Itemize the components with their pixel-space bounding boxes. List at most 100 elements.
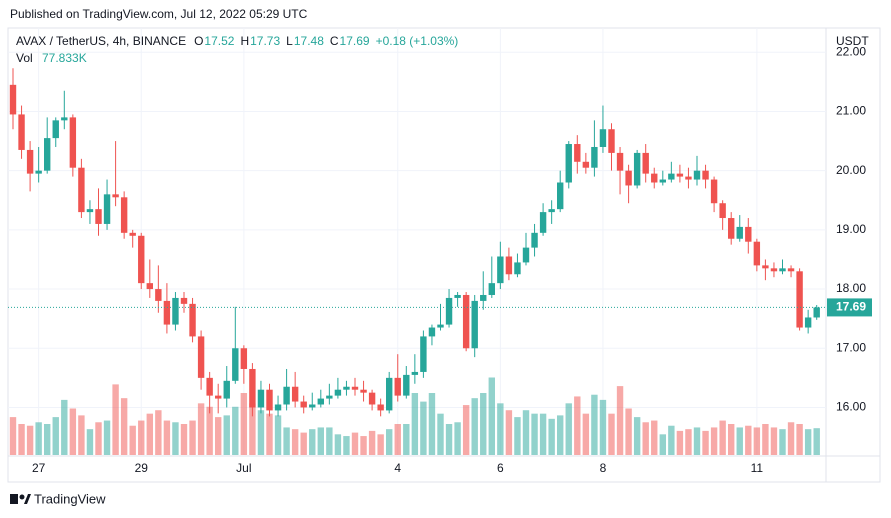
volume-bar bbox=[471, 398, 478, 455]
ohlc-label: O bbox=[194, 34, 203, 48]
candle-body bbox=[616, 152, 624, 171]
volume-bar bbox=[138, 420, 145, 455]
candle-body bbox=[403, 374, 410, 396]
volume-bar bbox=[232, 406, 239, 455]
volume-bar bbox=[377, 434, 384, 455]
logo-text: TradingView bbox=[34, 491, 106, 506]
volume-bar bbox=[582, 413, 590, 455]
candle-body bbox=[163, 300, 171, 325]
candle-body bbox=[787, 268, 795, 272]
legend: AVAX / TetherUS, 4h, BINANCE O 17.52 H 17.73… bbox=[16, 34, 458, 65]
volume-bar bbox=[44, 424, 51, 455]
candle-body bbox=[155, 289, 162, 301]
x-tick-label: 8 bbox=[600, 461, 607, 475]
y-tick-label: 20.00 bbox=[836, 163, 866, 177]
candle-body bbox=[249, 368, 256, 408]
volume-bar bbox=[480, 393, 487, 455]
candle-body bbox=[548, 209, 555, 213]
volume-bar bbox=[197, 403, 205, 455]
y-tick-label: 16.00 bbox=[836, 400, 866, 414]
candle-body bbox=[497, 256, 504, 284]
candle-body bbox=[189, 303, 196, 337]
candle-body bbox=[232, 348, 239, 381]
candle-body bbox=[693, 170, 701, 180]
volume-bar bbox=[676, 430, 684, 455]
volume-value: 77.833K bbox=[42, 51, 87, 65]
volume-bar bbox=[779, 429, 786, 455]
candle-body bbox=[309, 404, 316, 408]
candle-body bbox=[779, 268, 786, 272]
volume-bar bbox=[719, 420, 726, 455]
candle-body bbox=[745, 226, 752, 242]
volume-bar bbox=[351, 432, 359, 455]
candle-body bbox=[9, 84, 17, 115]
candle-body bbox=[326, 395, 333, 399]
volume-bar bbox=[35, 422, 42, 455]
candle-body bbox=[257, 389, 265, 408]
candle-body bbox=[505, 256, 513, 275]
candle-body bbox=[659, 179, 666, 183]
x-tick-label: 4 bbox=[394, 461, 401, 475]
candle-body bbox=[539, 212, 547, 233]
candle-body bbox=[736, 226, 743, 239]
x-tick-label: 27 bbox=[32, 461, 46, 475]
volume-name: Vol bbox=[16, 51, 33, 65]
candle-body bbox=[762, 265, 769, 269]
candle-body bbox=[18, 114, 25, 150]
volume-bar bbox=[437, 413, 444, 455]
candle-body bbox=[454, 294, 461, 298]
volume-bar bbox=[685, 429, 692, 455]
volume-bar bbox=[488, 377, 495, 455]
x-tick-label: 29 bbox=[135, 461, 149, 475]
volume-bar bbox=[813, 428, 820, 455]
volume-bar bbox=[736, 427, 743, 455]
candle-body bbox=[223, 380, 230, 399]
x-tick-label: Jul bbox=[236, 461, 251, 475]
volume-bar bbox=[625, 408, 632, 455]
candle-body bbox=[95, 209, 102, 224]
candle-body bbox=[770, 268, 778, 272]
y-tick-label: 17.00 bbox=[836, 340, 866, 354]
candle-body bbox=[599, 129, 607, 147]
candle-body bbox=[668, 173, 675, 180]
candle-body bbox=[283, 386, 290, 405]
volume-bar bbox=[368, 430, 376, 455]
x-tick-label: 11 bbox=[751, 461, 764, 475]
candle-body bbox=[796, 271, 803, 328]
candle-body bbox=[633, 152, 641, 186]
volume-bar bbox=[266, 413, 273, 455]
candle-body bbox=[702, 170, 709, 180]
volume-bar bbox=[69, 408, 77, 455]
volume-bar bbox=[172, 422, 179, 455]
volume-bar bbox=[386, 429, 393, 455]
volume-bar bbox=[326, 427, 333, 455]
y-tick-label: 18.00 bbox=[836, 281, 866, 295]
volume-bar bbox=[334, 434, 342, 455]
volume-bar bbox=[710, 427, 718, 455]
last-price-box bbox=[827, 298, 872, 317]
candle-body bbox=[317, 398, 324, 405]
candle-body bbox=[206, 377, 213, 396]
volume-bar bbox=[668, 425, 675, 455]
candle-body bbox=[445, 297, 453, 325]
candle-body bbox=[394, 377, 401, 396]
volume-bar bbox=[189, 420, 196, 455]
candle-body bbox=[386, 377, 393, 411]
volume-bar bbox=[206, 406, 213, 455]
volume-bar bbox=[702, 430, 709, 455]
volume-bar bbox=[599, 399, 607, 455]
candle-body bbox=[368, 392, 376, 405]
candle-body bbox=[719, 203, 726, 219]
candle-body bbox=[676, 173, 684, 177]
x-tick-label: 6 bbox=[497, 461, 504, 475]
candle-body bbox=[172, 297, 179, 325]
volume-bar bbox=[591, 394, 598, 455]
logo-icon bbox=[19, 494, 25, 500]
volume-bar bbox=[651, 420, 658, 455]
volume-bar bbox=[215, 417, 222, 455]
volume-bar bbox=[514, 417, 521, 455]
candle-body bbox=[215, 395, 222, 399]
candle-body bbox=[531, 232, 538, 248]
published: Published on TradingView.com, Jul 12, 20… bbox=[10, 7, 308, 21]
